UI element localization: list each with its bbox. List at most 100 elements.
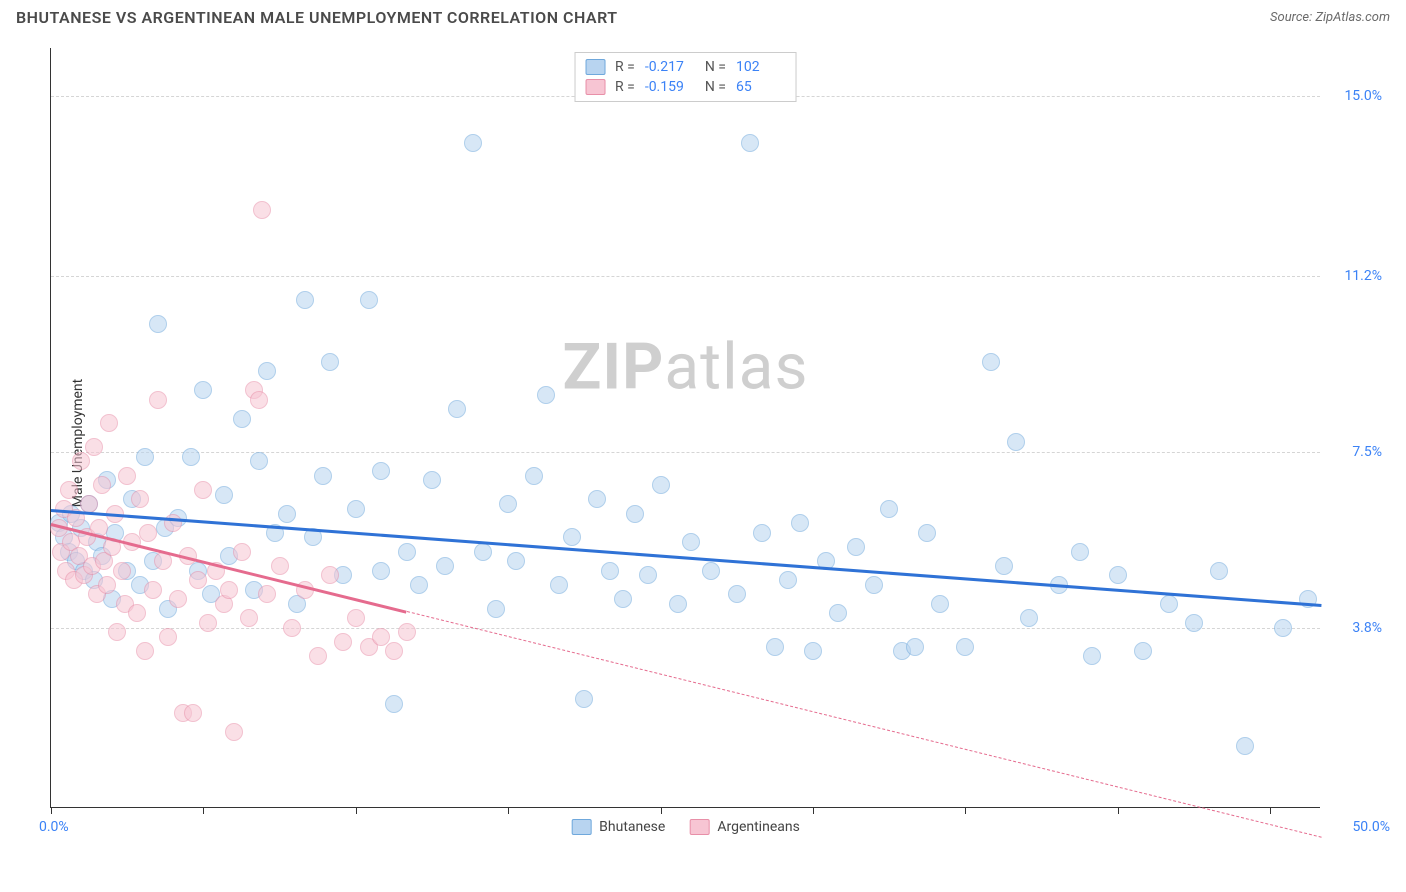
data-point [136,642,154,660]
data-point [182,448,200,466]
data-point [652,476,670,494]
legend-swatch [585,59,605,75]
grid-line [51,276,1320,277]
data-point [410,576,428,594]
data-point [347,609,365,627]
x-tick [51,807,52,814]
data-point [215,486,233,504]
legend-stats: R =-0.217N =102R =-0.159N =65 [574,52,797,102]
data-point [314,467,332,485]
data-point [906,638,924,656]
data-point [766,638,784,656]
data-point [100,414,118,432]
legend-r-value: -0.159 [645,79,695,95]
data-point [1210,562,1228,580]
data-point [258,362,276,380]
data-point [741,134,759,152]
x-tick [813,807,814,814]
watermark-bold: ZIP [563,329,665,404]
source-attribution: Source: ZipAtlas.com [1270,10,1390,25]
data-point [995,557,1013,575]
x-tick [356,807,357,814]
watermark: ZIPatlas [563,329,809,404]
data-point [1185,614,1203,632]
legend-series-label: Argentineans [717,819,799,835]
data-point [626,505,644,523]
data-point [139,524,157,542]
data-point [283,619,301,637]
data-point [525,467,543,485]
data-point [1134,642,1152,660]
data-point [829,604,847,622]
y-tick-label: 3.8% [1352,620,1382,636]
data-point [1274,619,1292,637]
chart-container: Male Unemployment ZIPatlas R =-0.217N =1… [50,48,1390,838]
data-point [1071,543,1089,561]
data-point [199,614,217,632]
data-point [1083,647,1101,665]
data-point [225,723,243,741]
data-point [487,600,505,618]
data-point [258,585,276,603]
chart-title: BHUTANESE VS ARGENTINEAN MALE UNEMPLOYME… [16,8,618,27]
data-point [474,543,492,561]
data-point [448,400,466,418]
x-tick [1270,807,1271,814]
data-point [194,481,212,499]
data-point [791,514,809,532]
data-point [423,471,441,489]
data-point [499,495,517,513]
data-point [804,642,822,660]
data-point [931,595,949,613]
x-tick [203,807,204,814]
legend-r-label: R = [615,59,635,75]
data-point [98,576,116,594]
y-tick-label: 15.0% [1344,88,1382,104]
legend-series-item: Argentineans [689,819,799,835]
x-tick [661,807,662,814]
data-point [956,638,974,656]
data-point [220,581,238,599]
legend-r-label: R = [615,79,635,95]
data-point [149,391,167,409]
data-point [321,353,339,371]
data-point [1007,433,1025,451]
data-point [240,609,258,627]
data-point [779,571,797,589]
data-point [131,490,149,508]
data-point [347,500,365,518]
x-tick [1118,807,1119,814]
data-point [321,566,339,584]
data-point [507,552,525,570]
legend-series-label: Bhutanese [599,819,665,835]
data-point [728,585,746,603]
data-point [601,562,619,580]
regression-line-dashed [406,611,1321,838]
data-point [250,452,268,470]
legend-r-value: -0.217 [645,59,695,75]
data-point [588,490,606,508]
legend-n-label: N = [705,79,726,95]
x-axis-min-label: 0.0% [39,819,69,835]
data-point [385,642,403,660]
grid-line [51,628,1320,629]
legend-swatch [571,819,591,835]
data-point [982,353,1000,371]
grid-line [51,452,1320,453]
legend-stat-row: R = -0.217 N = 102 [585,57,786,77]
legend-n-value: 102 [736,59,786,75]
data-point [93,476,111,494]
data-point [334,633,352,651]
data-point [563,528,581,546]
data-point [72,452,90,470]
data-point [398,543,416,561]
data-point [385,695,403,713]
legend-n-label: N = [705,59,726,75]
data-point [309,647,327,665]
data-point [118,467,136,485]
data-point [669,595,687,613]
data-point [1109,566,1127,584]
data-point [1020,609,1038,627]
legend-swatch [585,79,605,95]
data-point [233,543,251,561]
